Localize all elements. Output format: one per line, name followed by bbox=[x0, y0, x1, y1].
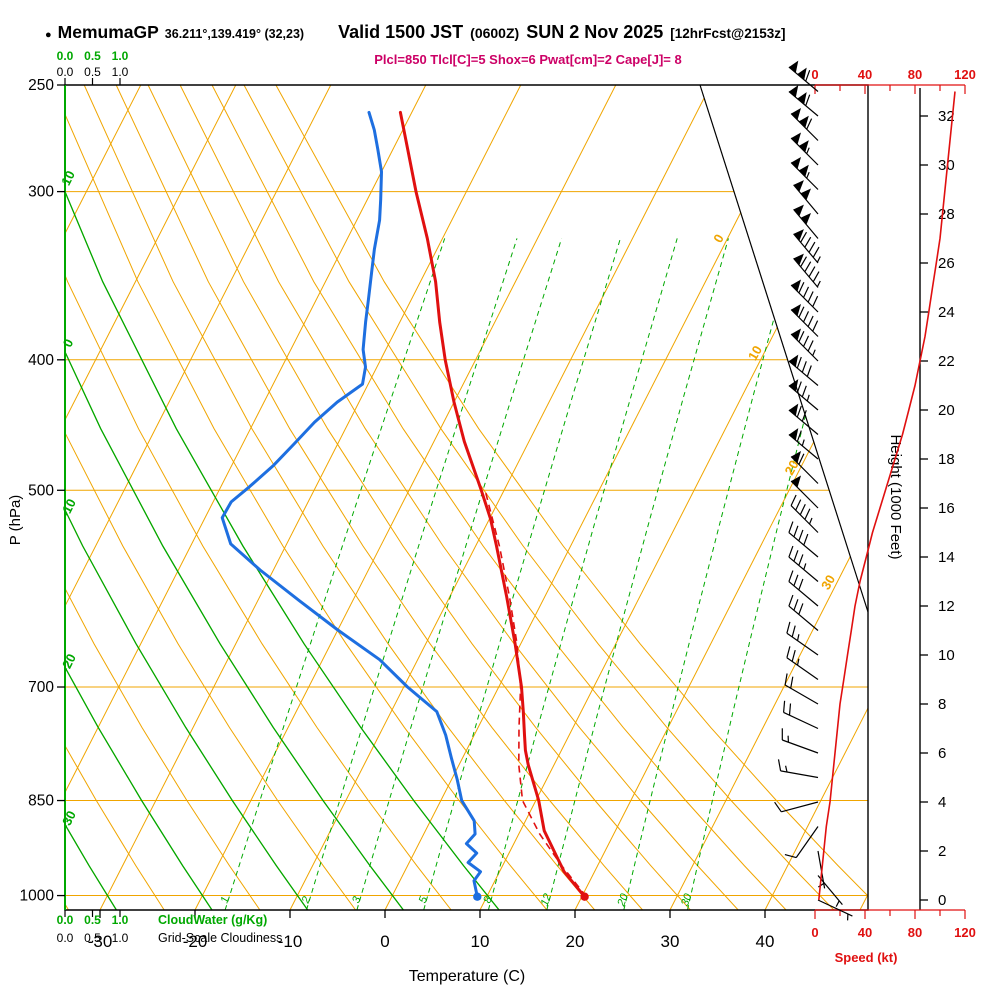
svg-text:Grid-Scale Cloudiness: Grid-Scale Cloudiness bbox=[158, 931, 282, 945]
svg-text:32: 32 bbox=[938, 108, 955, 125]
svg-text:1: 1 bbox=[218, 895, 231, 905]
forecast-tag: [12hrFcst@2153z] bbox=[670, 26, 786, 41]
svg-text:5: 5 bbox=[417, 894, 431, 905]
svg-text:20: 20 bbox=[615, 891, 631, 908]
dewpoint-trace bbox=[220, 110, 482, 899]
svg-text:0: 0 bbox=[938, 892, 946, 909]
sounding-traces bbox=[220, 110, 589, 901]
svg-text:12: 12 bbox=[938, 598, 955, 615]
svg-text:0.0: 0.0 bbox=[57, 913, 74, 927]
svg-text:0: 0 bbox=[811, 67, 818, 82]
svg-text:1.0: 1.0 bbox=[112, 49, 129, 63]
svg-text:20: 20 bbox=[781, 458, 801, 478]
svg-text:120: 120 bbox=[954, 67, 976, 82]
svg-text:2: 2 bbox=[938, 843, 946, 860]
svg-text:P (hPa): P (hPa) bbox=[7, 495, 24, 546]
surface-temperature-dot bbox=[580, 892, 589, 901]
svg-text:-20: -20 bbox=[183, 932, 208, 951]
wind-barbs bbox=[774, 60, 853, 921]
svg-text:10: 10 bbox=[58, 168, 78, 188]
svg-text:-10: -10 bbox=[57, 496, 79, 520]
svg-text:40: 40 bbox=[858, 67, 872, 82]
svg-text:Temperature (C): Temperature (C) bbox=[409, 968, 525, 985]
svg-text:Speed (kt): Speed (kt) bbox=[835, 950, 898, 965]
svg-text:400: 400 bbox=[28, 352, 54, 369]
model-name: MemumaGP bbox=[57, 22, 159, 42]
svg-text:2: 2 bbox=[299, 895, 313, 906]
svg-text:-20: -20 bbox=[57, 651, 79, 675]
surface-dewpoint-dot bbox=[473, 892, 482, 901]
svg-text:0.5: 0.5 bbox=[84, 65, 101, 79]
svg-text:CloudWater (g/Kg): CloudWater (g/Kg) bbox=[158, 913, 267, 927]
svg-text:-30: -30 bbox=[57, 808, 79, 832]
svg-text:0.0: 0.0 bbox=[57, 49, 74, 63]
svg-text:10: 10 bbox=[938, 647, 955, 664]
svg-text:14: 14 bbox=[938, 549, 955, 566]
svg-text:22: 22 bbox=[938, 353, 955, 370]
svg-text:3: 3 bbox=[350, 894, 364, 905]
svg-text:18: 18 bbox=[938, 451, 955, 468]
stability-params: Plcl=850 Tlcl[C]=5 Shox=6 Pwat[cm]=2 Cap… bbox=[374, 52, 682, 67]
svg-text:12: 12 bbox=[539, 892, 554, 908]
svg-text:80: 80 bbox=[908, 67, 922, 82]
svg-text:500: 500 bbox=[28, 482, 54, 499]
svg-text:10: 10 bbox=[745, 343, 765, 363]
svg-text:700: 700 bbox=[28, 679, 54, 696]
grid-lines bbox=[65, 85, 868, 910]
svg-text:26: 26 bbox=[938, 255, 955, 272]
svg-text:1.0: 1.0 bbox=[112, 913, 129, 927]
svg-text:-30: -30 bbox=[88, 932, 113, 951]
svg-text:40: 40 bbox=[756, 932, 775, 951]
svg-text:1.0: 1.0 bbox=[112, 65, 129, 79]
svg-text:120: 120 bbox=[954, 925, 976, 940]
svg-text:0.5: 0.5 bbox=[84, 49, 101, 63]
svg-text:0.5: 0.5 bbox=[84, 913, 101, 927]
svg-text:6: 6 bbox=[938, 745, 946, 762]
svg-text:1000: 1000 bbox=[20, 888, 55, 905]
valid-date: SUN 2 Nov 2025 bbox=[526, 22, 664, 42]
valid-time: Valid 1500 JST bbox=[338, 22, 464, 42]
svg-text:20: 20 bbox=[938, 402, 955, 419]
svg-text:0.0: 0.0 bbox=[57, 65, 74, 79]
svg-text:0: 0 bbox=[710, 231, 727, 245]
svg-text:16: 16 bbox=[938, 500, 955, 517]
svg-text:30: 30 bbox=[818, 572, 838, 592]
svg-text:850: 850 bbox=[28, 793, 54, 810]
svg-text:30: 30 bbox=[679, 891, 695, 907]
svg-text:0.0: 0.0 bbox=[57, 931, 74, 945]
svg-text:40: 40 bbox=[858, 925, 872, 940]
station-marker-icon: ● bbox=[45, 29, 52, 41]
svg-text:250: 250 bbox=[28, 77, 54, 94]
svg-text:80: 80 bbox=[908, 925, 922, 940]
valid-zulu: (0600Z) bbox=[470, 25, 520, 41]
parcel-trace bbox=[484, 490, 588, 898]
svg-text:1.0: 1.0 bbox=[112, 931, 129, 945]
svg-text:30: 30 bbox=[661, 932, 680, 951]
svg-text:24: 24 bbox=[938, 304, 955, 321]
svg-text:0: 0 bbox=[380, 932, 389, 951]
svg-text:4: 4 bbox=[938, 794, 946, 811]
svg-text:28: 28 bbox=[938, 206, 955, 223]
svg-text:8: 8 bbox=[938, 696, 946, 713]
svg-text:-10: -10 bbox=[278, 932, 303, 951]
svg-text:0: 0 bbox=[811, 925, 818, 940]
title-bar: ● MemumaGP 36.211°,139.419° (32,23) Vali… bbox=[45, 22, 785, 43]
svg-text:8: 8 bbox=[481, 894, 495, 905]
svg-text:20: 20 bbox=[566, 932, 585, 951]
temperature-trace bbox=[398, 110, 587, 899]
svg-text:10: 10 bbox=[471, 932, 490, 951]
svg-text:0.5: 0.5 bbox=[84, 931, 101, 945]
svg-text:Height (1000 Feet): Height (1000 Feet) bbox=[887, 434, 904, 559]
wind-speed-profile bbox=[818, 91, 956, 901]
svg-text:30: 30 bbox=[938, 157, 955, 174]
plot-border bbox=[64, 84, 869, 911]
svg-text:300: 300 bbox=[28, 184, 54, 201]
station-coords: 36.211°,139.419° (32,23) bbox=[164, 27, 305, 41]
svg-text:0: 0 bbox=[60, 336, 77, 349]
